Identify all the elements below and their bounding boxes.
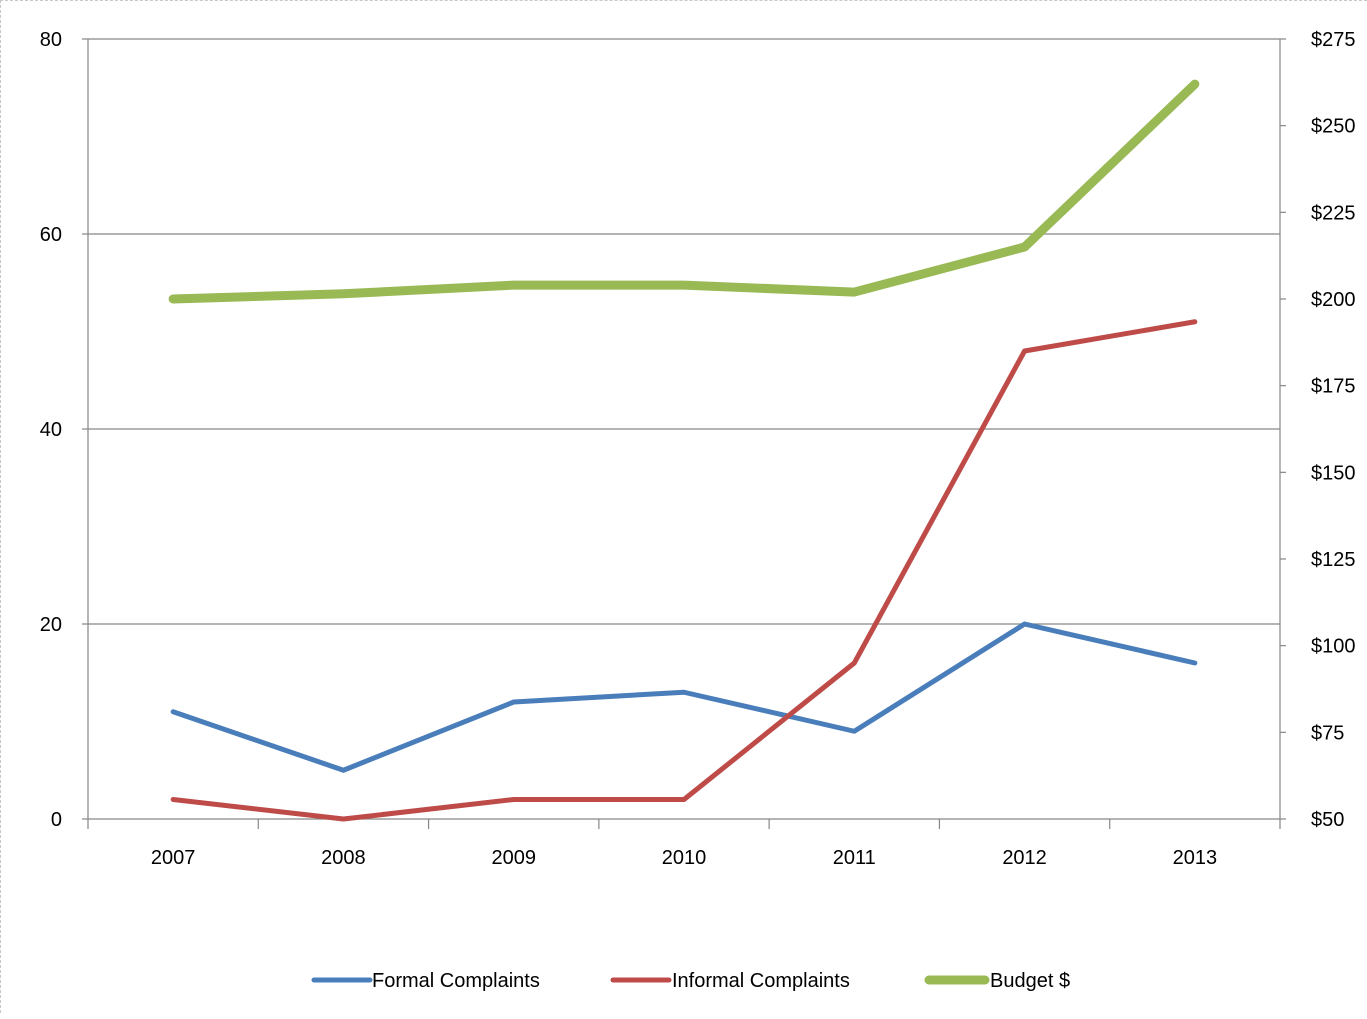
y-left-tick-label: 60 (40, 224, 62, 246)
x-tick-label: 2007 (151, 847, 196, 869)
legend: Formal Complaints Informal Complaints Budg… (311, 970, 1070, 992)
x-tick-label: 2012 (1002, 847, 1047, 869)
x-tick-label: 2009 (491, 847, 536, 869)
axes (82, 38, 1286, 829)
y-right-tick-label: $50 (1311, 809, 1344, 831)
series-line-0 (170, 621, 1198, 773)
y-right-tick-label: $100 (1311, 636, 1356, 658)
series-line-2 (168, 79, 1200, 304)
tick-labels: 0 20 40 60 80 $50 $75 $100 $125 $150 $175 $200 $225 $… (40, 29, 1356, 869)
series-line-1 (170, 319, 1198, 822)
gridlines (88, 38, 1280, 625)
legend-label-0: Formal Complaints (372, 970, 540, 992)
y-right-tick-label: $250 (1311, 116, 1356, 138)
y-right-tick-label: $200 (1311, 289, 1356, 311)
x-tick-label: 2008 (321, 847, 366, 869)
y-right-tick-label: $225 (1311, 202, 1356, 224)
y-right-tick-label: $150 (1311, 462, 1356, 484)
y-left-tick-label: 0 (51, 809, 62, 831)
y-right-tick-label: $275 (1311, 29, 1356, 51)
y-right-tick-label: $75 (1311, 722, 1344, 744)
legend-label-2: Budget $ (990, 970, 1070, 992)
x-tick-label: 2011 (833, 847, 876, 869)
x-tick-label: 2010 (662, 847, 707, 869)
y-right-tick-label: $125 (1311, 549, 1356, 571)
series-lines (168, 79, 1200, 822)
x-tick-label: 2013 (1173, 847, 1218, 869)
y-right-tick-label: $175 (1311, 376, 1356, 398)
y-left-tick-label: 40 (40, 419, 62, 441)
legend-label-1: Informal Complaints (672, 970, 850, 992)
y-left-tick-label: 20 (40, 614, 62, 636)
y-left-tick-label: 80 (40, 29, 62, 51)
